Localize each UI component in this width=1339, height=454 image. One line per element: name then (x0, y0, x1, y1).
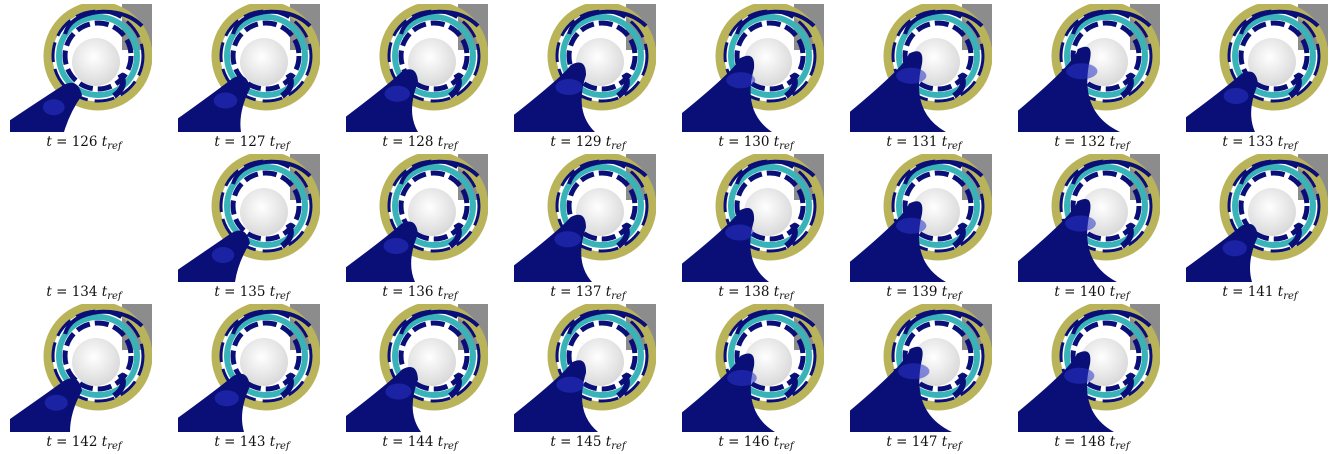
simulation-frame-image (1018, 301, 1161, 432)
simulation-frame-image (178, 151, 321, 282)
frame-caption: t = 148 tref (1054, 434, 1130, 452)
frame-cell: t = 148 tref (1008, 300, 1176, 452)
simulation-frame-image (514, 151, 657, 282)
simulation-frame-image (346, 301, 489, 432)
frame-cell: t = 138 tref (672, 150, 840, 302)
simulation-frame-image (682, 1, 825, 132)
simulation-frame-image (178, 301, 321, 432)
simulation-frame-image (10, 1, 153, 132)
frame-caption: t = 127 tref (214, 134, 290, 152)
frame-caption: t = 132 tref (1054, 134, 1130, 152)
frame-cell: t = 146 tref (672, 300, 840, 452)
frame-cell: t = 130 tref (672, 0, 840, 152)
simulation-frame-image (1018, 151, 1161, 282)
frame-cell: t = 140 tref (1008, 150, 1176, 302)
simulation-frame-image (682, 301, 825, 432)
frame-cell: t = 128 tref (336, 0, 504, 152)
frame-caption: t = 139 tref (886, 284, 962, 302)
frame-caption: t = 136 tref (382, 284, 458, 302)
frame-caption: t = 140 tref (1054, 284, 1130, 302)
frame-caption: t = 144 tref (382, 434, 458, 452)
frame-caption: t = 133 tref (1222, 134, 1298, 152)
frame-cell: t = 141 tref (1176, 150, 1339, 302)
simulation-frame-image (514, 1, 657, 132)
frame-caption: t = 137 tref (550, 284, 626, 302)
frame-caption: t = 129 tref (550, 134, 626, 152)
frame-cell: t = 144 tref (336, 300, 504, 452)
frame-cell: t = 132 tref (1008, 0, 1176, 152)
frame-cell: t = 147 tref (840, 300, 1008, 452)
frame-caption: t = 128 tref (382, 134, 458, 152)
simulation-frame-image (1186, 151, 1329, 282)
frame-cell: t = 127 tref (168, 0, 336, 152)
frame-cell: t = 145 tref (504, 300, 672, 452)
simulation-frame-image (682, 151, 825, 282)
frame-caption: t = 131 tref (886, 134, 962, 152)
simulation-frame-image (1018, 1, 1161, 132)
frame-caption: t = 130 tref (718, 134, 794, 152)
frame-cell: t = 129 tref (504, 0, 672, 152)
simulation-frame-image (850, 1, 993, 132)
simulation-frame-image (514, 301, 657, 432)
frame-caption: t = 134 tref (46, 284, 122, 302)
simulation-frame-image (10, 301, 153, 432)
frame-caption: t = 141 tref (1222, 284, 1298, 302)
frame-cell: t = 131 tref (840, 0, 1008, 152)
frame-caption: t = 146 tref (718, 434, 794, 452)
frame-caption: t = 147 tref (886, 434, 962, 452)
frame-caption: t = 143 tref (214, 434, 290, 452)
frame-caption: t = 145 tref (550, 434, 626, 452)
simulation-frame-image (178, 1, 321, 132)
simulation-frame-image (1186, 1, 1329, 132)
frame-caption: t = 126 tref (46, 134, 122, 152)
frame-cell: t = 137 tref (504, 150, 672, 302)
frame-caption: t = 135 tref (214, 284, 290, 302)
frame-caption: t = 142 tref (46, 434, 122, 452)
simulation-frame-image (850, 301, 993, 432)
frame-caption: t = 138 tref (718, 284, 794, 302)
frame-cell: t = 126 tref (0, 0, 168, 152)
frame-cell: t = 136 tref (336, 150, 504, 302)
frame-cell: t = 135 tref (168, 150, 336, 302)
frame-cell: t = 133 tref (1176, 0, 1339, 152)
frame-cell: t = 134 tref (0, 150, 168, 302)
simulation-frame-image (850, 151, 993, 282)
frame-cell: t = 139 tref (840, 150, 1008, 302)
frame-cell: t = 142 tref (0, 300, 168, 452)
frame-cell: t = 143 tref (168, 300, 336, 452)
simulation-frame-image (346, 151, 489, 282)
simulation-frame-image (346, 1, 489, 132)
